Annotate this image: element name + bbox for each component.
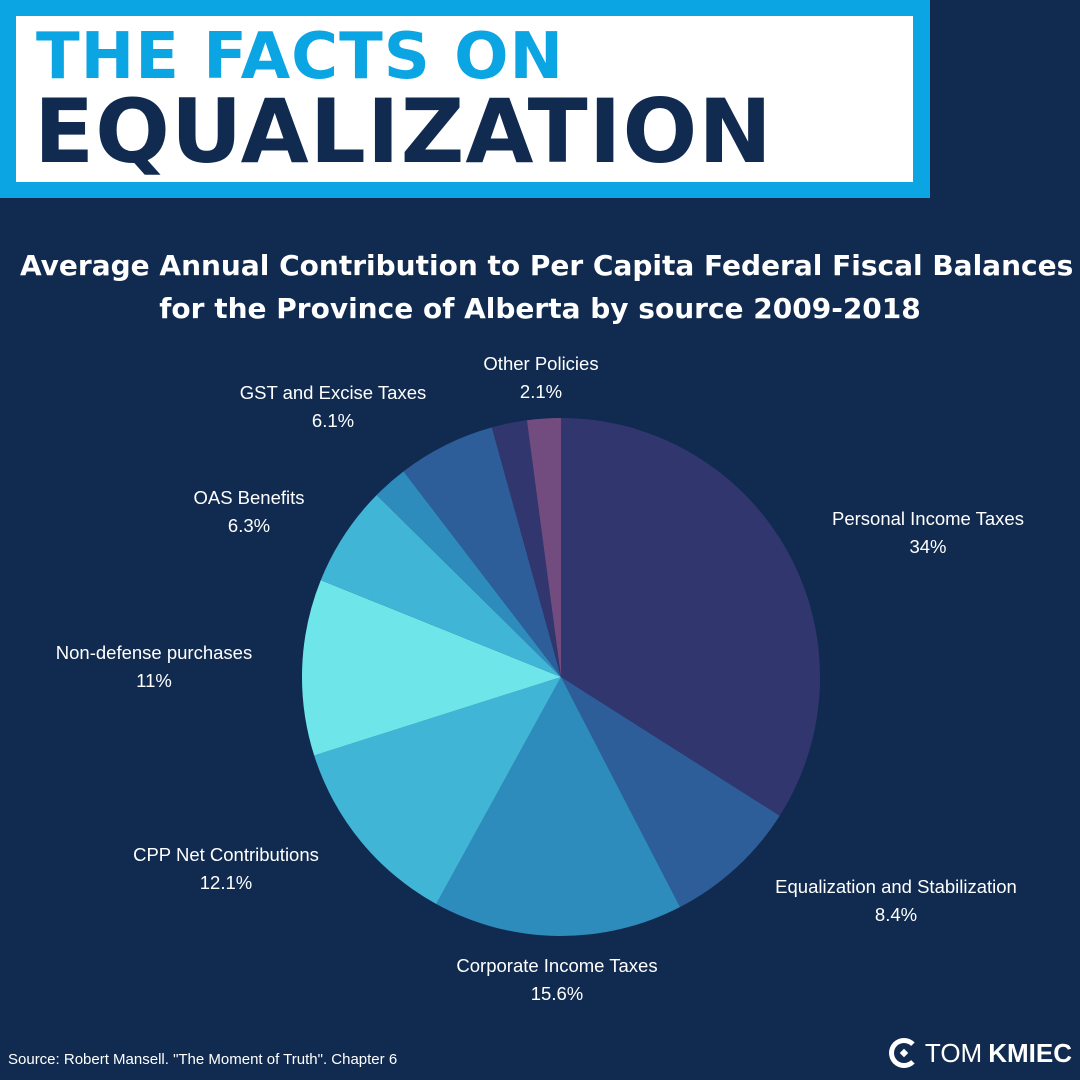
header-banner: THE FACTS ON EQUALIZATION bbox=[0, 0, 930, 198]
slice-name: GST and Excise Taxes bbox=[239, 382, 427, 403]
brand-last-name: KMIEC bbox=[988, 1038, 1072, 1068]
slice-name: Personal Income Taxes bbox=[832, 508, 1024, 529]
header-panel: THE FACTS ON EQUALIZATION bbox=[16, 16, 913, 182]
slice-name: Non-defense purchases bbox=[55, 642, 253, 663]
slice-name: Equalization and Stabilization bbox=[775, 876, 1017, 897]
source-citation: Source: Robert Mansell. "The Moment of T… bbox=[8, 1051, 398, 1068]
slice-label-non-defense: Non-defense purchases 11% bbox=[56, 639, 252, 695]
chart-title: Average Annual Contribution to Per Capit… bbox=[20, 244, 1074, 330]
slice-value: 6.3% bbox=[227, 515, 271, 536]
header-line-1: THE FACTS ON bbox=[36, 20, 565, 94]
maple-leaf-c-icon bbox=[888, 1038, 919, 1068]
slice-label-equalization: Equalization and Stabilization 8.4% bbox=[775, 873, 1017, 929]
pie-slice-8 bbox=[491, 420, 561, 677]
pie-slice-4 bbox=[301, 580, 561, 756]
slice-label-oas: OAS Benefits 6.3% bbox=[193, 484, 304, 540]
slice-value: 6.1% bbox=[311, 410, 355, 431]
slice-value: 12.1% bbox=[199, 872, 253, 893]
pie-slice-3 bbox=[314, 677, 561, 904]
chart-title-line-2: for the Province of Alberta by source 20… bbox=[159, 292, 921, 325]
slice-label-personal-income-taxes: Personal Income Taxes 34% bbox=[832, 505, 1024, 561]
brand-logo: TOM KMIEC bbox=[888, 1037, 1072, 1069]
slice-label-gst: GST and Excise Taxes 6.1% bbox=[240, 379, 426, 435]
slice-value: 8.4% bbox=[874, 904, 918, 925]
slice-label-cpp: CPP Net Contributions 12.1% bbox=[133, 841, 319, 897]
slice-label-corporate-income-taxes: Corporate Income Taxes 15.6% bbox=[456, 952, 657, 1008]
slice-value: 2.1% bbox=[519, 381, 563, 402]
slice-name: CPP Net Contributions bbox=[133, 844, 319, 865]
pie-slice-2 bbox=[436, 677, 681, 936]
slice-name: OAS Benefits bbox=[193, 487, 305, 508]
pie-slice-1 bbox=[561, 677, 780, 908]
chart-title-line-1: Average Annual Contribution to Per Capit… bbox=[20, 249, 1074, 282]
slice-value: 15.6% bbox=[530, 983, 584, 1004]
brand-first-name: TOM bbox=[924, 1038, 983, 1068]
pie-slice-7 bbox=[403, 427, 561, 677]
pie-slice-0 bbox=[561, 418, 820, 816]
slice-name: Corporate Income Taxes bbox=[456, 955, 658, 976]
slice-label-other-policies: Other Policies 2.1% bbox=[483, 350, 598, 406]
slice-value: 11% bbox=[136, 670, 172, 691]
slice-value: 34% bbox=[909, 536, 947, 557]
pie-slice-9 bbox=[526, 418, 561, 677]
pie-slice-6 bbox=[376, 471, 561, 677]
slice-name: Other Policies bbox=[483, 353, 599, 374]
header-line-2: EQUALIZATION bbox=[34, 80, 773, 183]
pie-slice-5 bbox=[320, 495, 561, 677]
